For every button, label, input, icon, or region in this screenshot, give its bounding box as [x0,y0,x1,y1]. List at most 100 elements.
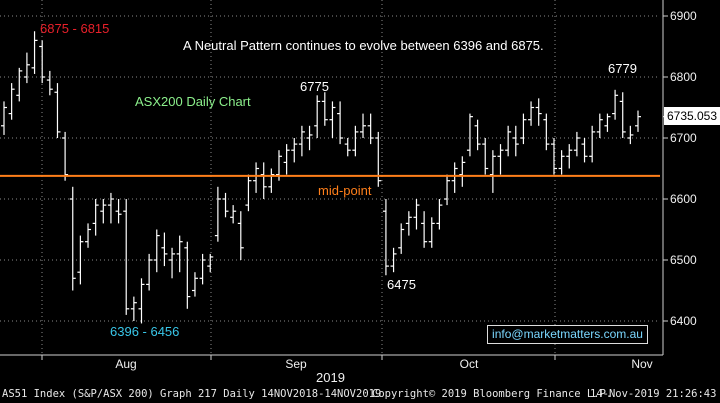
ohlc-bar [543,113,550,151]
ohlc-bar [291,138,298,163]
ohlc-bar [245,174,252,212]
ohlc-bar [367,113,374,145]
ohlc-bar [283,144,290,175]
ohlc-bar [459,156,466,187]
ohlc-bar [566,144,573,169]
y-tick-label: 6400 [670,314,697,328]
footer-copyright: Copyright© 2019 Bloomberg Finance L.P. [372,388,613,400]
ohlc-bar [337,101,344,145]
chart-subtitle: A Neutral Pattern continues to evolve be… [183,38,544,53]
midpoint-label: mid-point [318,183,372,198]
x-year-label: 2019 [316,370,345,385]
ohlc-bar [230,205,237,224]
ohlc-bar [253,162,260,193]
ohlc-bar [306,125,313,151]
ohlc-bar [100,199,107,224]
ohlc-bar [444,174,451,206]
price-bars [1,31,641,324]
ohlc-bar [62,131,69,181]
email-link[interactable]: info@marketmatters.com.au [487,325,648,344]
ohlc-bar [298,125,305,157]
ohlc-bar [604,113,611,132]
ohlc-bar [474,119,481,151]
ohlc-bar [413,199,420,230]
ohlc-bar [260,162,267,199]
y-tick-label: 6600 [670,192,697,206]
ohlc-bar [627,125,634,145]
ohlc-bar [382,199,389,276]
ohlc-bar [23,52,30,84]
ohlc-bar [405,211,412,236]
ohlc-bar [16,67,23,102]
ohlc-bar [451,162,458,193]
ohlc-bar [161,232,168,267]
ohlc-bar [130,296,137,321]
ohlc-bar [344,138,351,157]
ohlc-bar [421,211,428,248]
ohlc-bar [550,138,557,175]
ohlc-bar [31,31,38,74]
ohlc-bar [635,110,641,132]
footer-bar: AS51 Index (S&P/ASX 200) Graph 217 Daily… [0,386,720,403]
ohlc-bar [589,125,596,163]
ohlc-bar [329,101,336,138]
y-tick-label: 6700 [670,131,697,145]
x-axis: Aug Sep Oct Nov [41,355,653,371]
ohlc-bar [1,101,7,135]
ohlc-bar [115,199,122,224]
ohlc-bar [153,229,160,273]
ohlc-bar [573,131,580,157]
ohlc-bar [428,217,435,248]
ohlc-bar [558,150,565,175]
ohlc-bar [123,199,130,315]
y-axis: 6400 6500 6600 6700 6800 6900 [663,9,697,328]
ohlc-bar [146,253,153,291]
footer-timestamp: 14-Nov-2019 21:26:43 [590,388,717,400]
annotation-6475: 6475 [387,277,416,292]
x-tick-label: Oct [460,357,479,371]
ohlc-bar [512,125,519,157]
ohlc-bar [505,125,512,157]
ohlc-bar [207,253,214,273]
x-tick-label: Sep [285,357,307,371]
ohlc-bar [398,223,405,254]
ohlc-bar [69,186,76,291]
ohlc-bar [85,223,92,248]
ohlc-bar [390,247,397,273]
y-tick-label: 6800 [670,70,697,84]
ohlc-bar [619,92,626,138]
annotation-6775: 6775 [300,79,329,94]
annotation-bottom-range: 6396 - 6456 [110,324,180,339]
ohlc-bar [528,101,535,126]
ohlc-bar [466,113,473,157]
last-price-tag: 6735.053 [664,107,720,125]
x-tick-label: Aug [115,357,136,371]
ohlc-bar [352,125,359,157]
ohlc-bar [184,241,191,309]
ohlc-bar [214,186,221,242]
ohlc-bar [138,278,145,324]
chart-title: ASX200 Daily Chart [135,94,251,109]
y-tick-label: 6500 [670,253,697,267]
ohlc-bar [436,199,443,230]
y-tick-label: 6900 [670,9,697,23]
ohlc-bar [360,113,367,138]
ohlc-bar [191,272,198,297]
ohlc-bar [375,131,382,187]
ohlc-bar [314,95,321,138]
ohlc-bar [268,168,275,193]
ohlc-bar [596,113,603,138]
ohlc-bar [321,92,328,126]
ohlc-bar [199,253,206,285]
ohlc-bar [46,70,53,96]
ohlc-bar [222,192,229,218]
ohlc-bar [8,83,15,120]
ohlc-bar [107,192,114,224]
ohlc-bar [39,40,46,84]
ohlc-bar [176,235,183,273]
ohlc-bar [237,211,244,260]
footer-security-info: AS51 Index (S&P/ASX 200) Graph 217 Daily… [2,388,382,400]
ohlc-bar [520,113,527,145]
x-tick-label: Nov [631,357,652,371]
